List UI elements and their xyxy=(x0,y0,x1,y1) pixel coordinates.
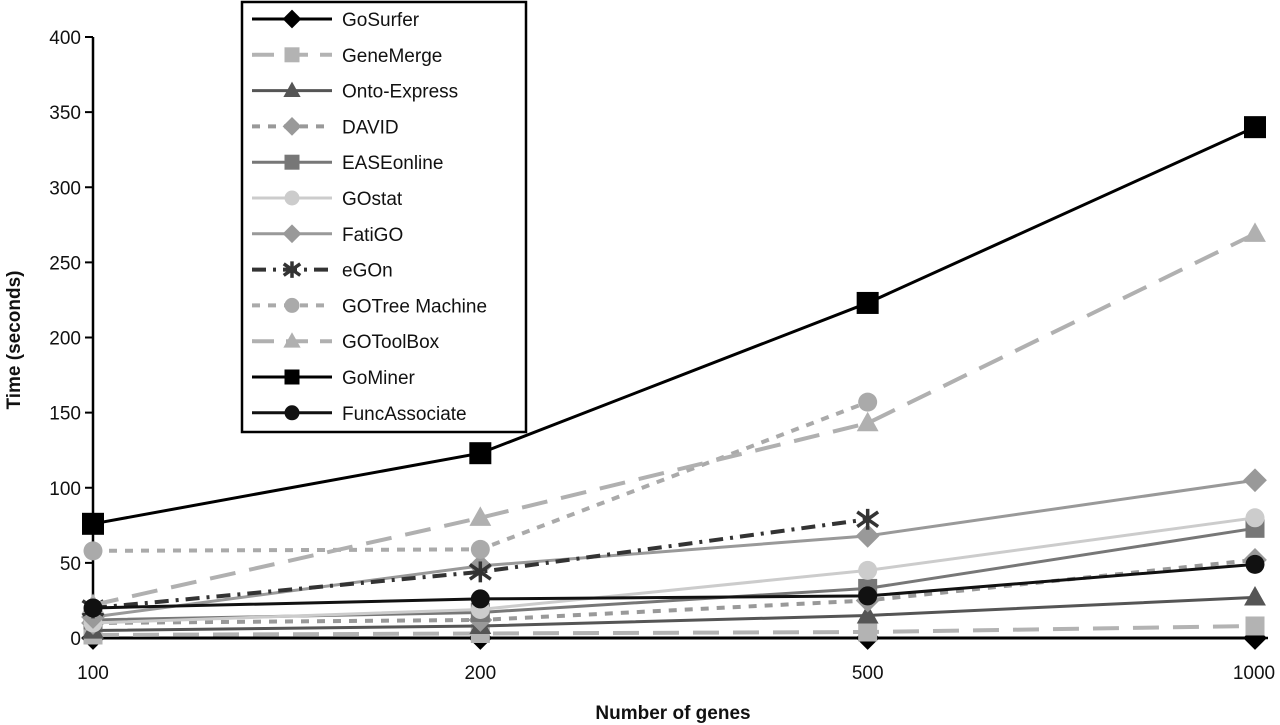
legend-label: FuncAssociate xyxy=(342,404,467,425)
data-point xyxy=(1244,116,1266,139)
legend-label: GOstat xyxy=(342,189,403,210)
legend-item: GOToolBox xyxy=(252,332,440,353)
legend-label: EASEonline xyxy=(342,153,443,174)
legend-marker xyxy=(283,332,301,348)
data-point xyxy=(469,442,492,465)
data-point xyxy=(858,392,878,412)
legend-item: GoSurfer xyxy=(252,9,420,31)
y-tick-label: 350 xyxy=(49,103,81,124)
legend-label: GoMiner xyxy=(342,368,416,389)
legend-label: FatiGO xyxy=(342,225,403,246)
data-point xyxy=(1245,508,1265,528)
data-point xyxy=(1244,586,1266,606)
legend-label: GeneMerge xyxy=(342,46,442,67)
data-point xyxy=(83,541,103,561)
legend-label: DAVID xyxy=(342,117,399,138)
series-gotree-machine xyxy=(83,392,878,561)
data-point xyxy=(83,598,103,618)
legend-item: eGOn xyxy=(252,261,393,282)
series-line xyxy=(92,562,1256,610)
data-point xyxy=(1245,554,1265,574)
legend-label: GOTree Machine xyxy=(342,296,487,317)
x-tick-label: 200 xyxy=(464,663,496,684)
legend-marker xyxy=(284,190,300,206)
y-tick-label: 400 xyxy=(49,28,81,49)
legend-label: GOToolBox xyxy=(342,332,440,353)
legend-item: FuncAssociate xyxy=(252,404,467,425)
data-point xyxy=(82,512,104,535)
legend-marker xyxy=(284,154,300,170)
data-point xyxy=(856,508,880,530)
legend-item: FatiGO xyxy=(252,224,403,246)
data-point xyxy=(470,539,490,559)
data-point xyxy=(858,560,878,580)
data-point xyxy=(470,589,490,609)
y-tick-label: 300 xyxy=(49,178,81,199)
series-line xyxy=(92,595,1256,632)
data-point xyxy=(855,523,880,548)
series-layer xyxy=(81,116,1267,650)
data-point xyxy=(1244,222,1266,242)
data-point xyxy=(858,586,878,606)
series-line xyxy=(92,623,1256,637)
legend-label: GoSurfer xyxy=(342,10,420,31)
legend-marker xyxy=(282,9,302,29)
legend-box xyxy=(240,0,528,434)
axes: 0 50 100 150 200 250 300 350 400 100 200 500 1000 xyxy=(49,28,1275,684)
series-easeonline xyxy=(83,518,1265,630)
data-point xyxy=(469,506,492,526)
series-gostat xyxy=(83,508,1265,633)
series-gominer xyxy=(82,116,1266,535)
data-point xyxy=(468,561,492,583)
legend-item: GeneMerge xyxy=(252,46,442,67)
legend-marker xyxy=(284,297,300,313)
legend-item: Onto-Express xyxy=(252,81,458,103)
x-tick-label: 1000 xyxy=(1233,663,1275,684)
series-line xyxy=(92,232,1256,607)
legend-marker xyxy=(282,117,302,136)
series-line xyxy=(92,557,1256,625)
legend-item: EASEonline xyxy=(252,153,443,174)
legend-marker xyxy=(284,369,300,385)
legend-item: GOTree Machine xyxy=(252,296,487,317)
data-point xyxy=(1245,616,1265,636)
y-tick-label: 200 xyxy=(49,329,81,350)
legend-marker xyxy=(283,81,301,97)
x-axis-title: Number of genes xyxy=(595,703,750,724)
y-axis-title: Time (seconds) xyxy=(4,270,25,409)
y-tick-label: 250 xyxy=(49,253,81,274)
legend-item: GOstat xyxy=(252,189,403,210)
x-tick-label: 100 xyxy=(77,663,109,684)
x-tick-label: 500 xyxy=(852,663,884,684)
legend-label: eGOn xyxy=(342,261,393,282)
series-funcassociate xyxy=(83,554,1265,618)
series-line xyxy=(92,516,1256,625)
legend-marker xyxy=(284,405,300,421)
data-point xyxy=(856,291,879,314)
data-point xyxy=(856,411,879,432)
series-line xyxy=(92,517,868,610)
y-tick-label: 150 xyxy=(49,404,81,425)
y-tick-label: 100 xyxy=(49,479,81,500)
legend: GoSurfer GeneMerge Onto-Express DAVID EASEon… xyxy=(240,0,528,434)
legend-marker xyxy=(282,224,302,244)
data-point xyxy=(856,604,879,624)
legend-item: DAVID xyxy=(252,117,399,138)
y-tick-label: 50 xyxy=(60,554,81,575)
legend-label: Onto-Express xyxy=(342,82,458,103)
series-line xyxy=(92,125,1256,526)
data-point xyxy=(1243,468,1267,493)
legend-item: GoMiner xyxy=(252,368,416,389)
legend-marker xyxy=(284,47,300,63)
data-point xyxy=(858,622,878,642)
y-tick-label: 0 xyxy=(70,629,81,650)
legend-marker xyxy=(282,261,302,278)
